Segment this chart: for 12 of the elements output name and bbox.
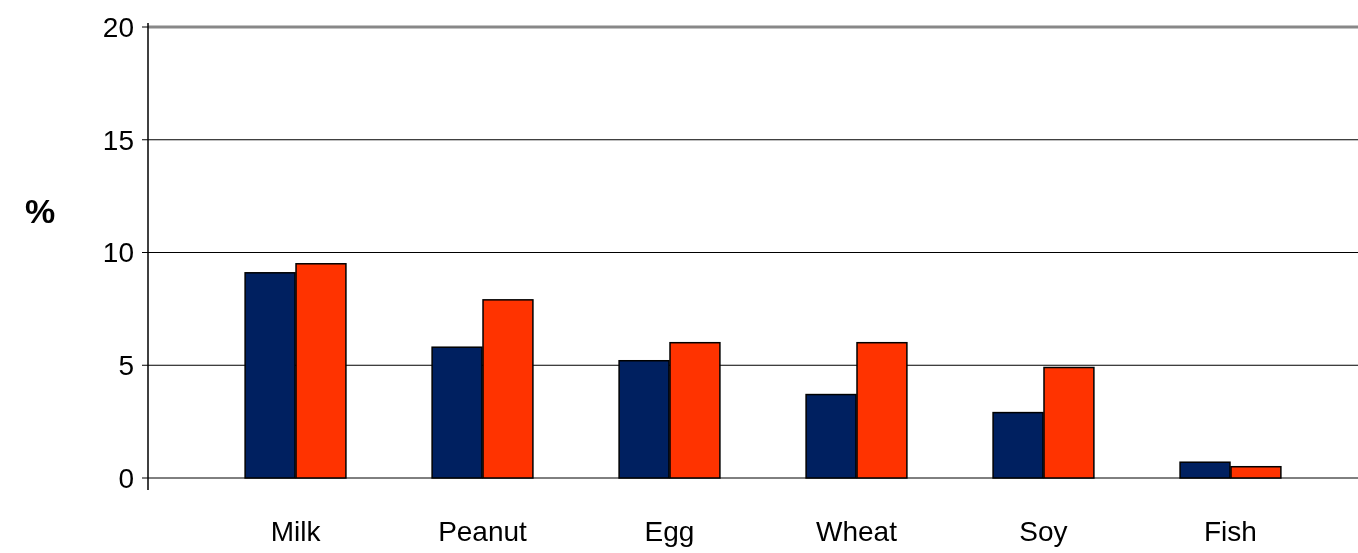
x-tick-label: Milk	[270, 516, 322, 547]
y-tick-label: 15	[102, 124, 134, 156]
y-tick-label: 20	[102, 11, 134, 43]
y-axis-title: %	[24, 191, 56, 230]
y-tick-label: 10	[102, 237, 134, 269]
x-tick-label: Soy	[1019, 516, 1068, 547]
x-tick-label: Wheat	[816, 516, 898, 547]
x-tick-label: Egg	[644, 516, 695, 547]
x-tick-label: Peanut	[438, 516, 528, 547]
x-tick-label: Fish	[1204, 516, 1257, 547]
y-tick-label: 0	[118, 462, 134, 494]
y-tick-label: 5	[118, 350, 134, 382]
